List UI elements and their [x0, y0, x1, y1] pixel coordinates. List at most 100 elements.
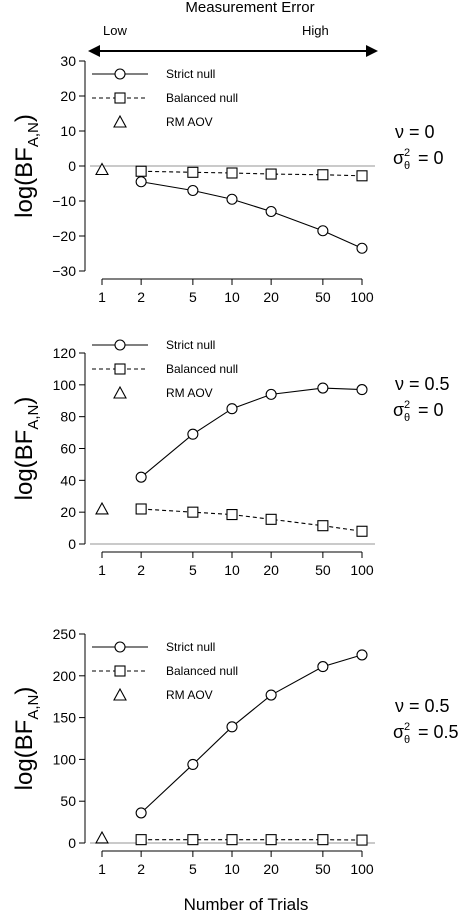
data-point	[227, 194, 237, 204]
x-tick-label: 50	[315, 861, 331, 877]
y-tick-label: 10	[60, 123, 76, 139]
data-point	[266, 169, 276, 179]
sigma-value: = 0	[418, 148, 444, 168]
x-tick-label: 5	[189, 289, 197, 305]
data-point	[357, 526, 367, 536]
legend-marker	[115, 364, 125, 374]
legend-label: Balanced null	[166, 664, 238, 678]
legend-marker	[115, 93, 125, 103]
sigma-superscript: 2	[404, 147, 410, 159]
data-point	[188, 759, 198, 769]
x-tick-label: 10	[224, 289, 240, 305]
y-tick-label: 30	[60, 53, 76, 69]
y-tick-label: 0	[68, 835, 76, 851]
y-tick-label: −30	[52, 263, 76, 279]
y-tick-label: 60	[60, 441, 76, 457]
sigma-value: = 0	[418, 400, 444, 420]
data-point	[318, 835, 328, 845]
y-axis-title: log(BFA,N)	[11, 397, 42, 501]
data-point	[96, 164, 108, 175]
x-tick-label: 100	[350, 562, 374, 578]
data-point	[266, 207, 276, 217]
data-point	[136, 166, 146, 176]
y-tick-label: 20	[60, 504, 76, 520]
data-point	[188, 186, 198, 196]
x-tick-label: 10	[224, 562, 240, 578]
x-tick-label: 20	[263, 289, 279, 305]
data-point	[318, 521, 328, 531]
x-tick-label: 5	[189, 861, 197, 877]
x-tick-label: 5	[189, 562, 197, 578]
y-tick-label: 40	[60, 472, 76, 488]
series-line	[141, 171, 362, 176]
x-tick-label: 1	[98, 861, 106, 877]
x-tick-label: 10	[224, 861, 240, 877]
x-tick-label: 50	[315, 562, 331, 578]
y-axis-title: log(BFA,N)	[11, 687, 42, 791]
header-low-label: Low	[103, 23, 127, 38]
sigma-symbol: σ	[393, 148, 404, 168]
series-line	[141, 182, 362, 249]
data-point	[136, 177, 146, 187]
legend-label: Strict null	[166, 640, 215, 654]
data-point	[96, 832, 108, 843]
sigma-symbol: σ	[393, 400, 404, 420]
data-point	[136, 504, 146, 514]
data-point	[357, 243, 367, 253]
legend-label: Balanced null	[166, 362, 238, 376]
x-tick-label: 1	[98, 289, 106, 305]
legend-label: RM AOV	[166, 115, 213, 129]
header-high-label: High	[302, 23, 329, 38]
x-axis-title: Number of Trials	[184, 895, 309, 914]
legend-marker	[114, 689, 126, 700]
data-point	[266, 835, 276, 845]
data-point	[96, 503, 108, 514]
x-tick-label: 20	[263, 861, 279, 877]
series-line	[141, 509, 362, 531]
sigma-value: = 0.5	[418, 722, 459, 742]
legend-label: Strict null	[166, 338, 215, 352]
nu-label: ν = 0.5	[395, 374, 450, 394]
x-tick-label: 20	[263, 562, 279, 578]
legend-marker	[115, 69, 125, 79]
data-point	[318, 170, 328, 180]
data-point	[266, 690, 276, 700]
data-point	[357, 171, 367, 181]
data-point	[318, 226, 328, 236]
data-point	[357, 835, 367, 845]
measurement-error-arrow	[88, 45, 378, 57]
data-point	[227, 404, 237, 414]
data-point	[188, 167, 198, 177]
y-tick-label: 200	[53, 668, 77, 684]
legend-label: RM AOV	[166, 688, 213, 702]
y-tick-label: 250	[53, 626, 77, 642]
data-point	[136, 835, 146, 845]
legend-marker	[115, 642, 125, 652]
y-tick-label: −20	[52, 228, 76, 244]
legend: Strict null Balanced null RM AOV	[92, 640, 238, 702]
data-point	[266, 514, 276, 524]
series-rm-aov	[96, 503, 108, 514]
series-line	[141, 655, 362, 813]
data-point	[188, 507, 198, 517]
x-tick-label: 50	[315, 289, 331, 305]
x-tick-label: 100	[350, 289, 374, 305]
series-line	[141, 388, 362, 477]
y-axis-title: log(BFA,N)	[11, 114, 42, 218]
data-point	[227, 722, 237, 732]
series-balanced-null	[136, 166, 367, 181]
series-rm-aov	[96, 832, 108, 843]
nu-label: ν = 0.5	[395, 696, 450, 716]
data-point	[188, 835, 198, 845]
x-tick-label: 2	[137, 861, 145, 877]
x-tick-label: 2	[137, 562, 145, 578]
x-tick-label: 1	[98, 562, 106, 578]
legend-marker	[114, 116, 126, 127]
